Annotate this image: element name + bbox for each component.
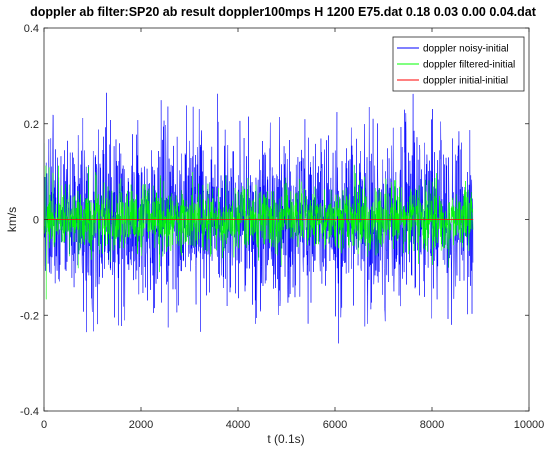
x-tick-label: 4000	[226, 419, 250, 431]
y-axis-label: km/s	[5, 207, 19, 232]
y-tick-label: 0.2	[24, 119, 39, 131]
x-tick-label: 8000	[420, 419, 444, 431]
legend: doppler noisy-initial doppler filtered-i…	[392, 36, 525, 92]
x-tick-label: 2000	[129, 419, 153, 431]
y-tick-label: -0.2	[20, 310, 39, 322]
y-tick-label: 0.4	[24, 23, 39, 35]
x-tick-label: 0	[41, 419, 47, 431]
chart-title: doppler ab filter:SP20 ab result doppler…	[30, 5, 537, 19]
series-layer	[44, 92, 474, 344]
y-tick-label: -0.4	[20, 406, 39, 418]
x-tick-label: 6000	[323, 419, 347, 431]
legend-label-filtered: doppler filtered-initial	[423, 60, 515, 71]
x-axis-label: t (0.1s)	[267, 432, 304, 446]
x-tick-label: 10000	[514, 419, 545, 431]
legend-label-initial: doppler initial-initial	[423, 76, 508, 87]
axis-ticks: 0 2000 4000 6000 8000 10000 -0.4 -0.2 0 0.2 0.4	[20, 23, 544, 431]
y-tick-label: 0	[33, 215, 39, 227]
series-line-doppler-filtered-initial	[44, 143, 474, 300]
legend-label-noisy: doppler noisy-initial	[423, 44, 509, 55]
